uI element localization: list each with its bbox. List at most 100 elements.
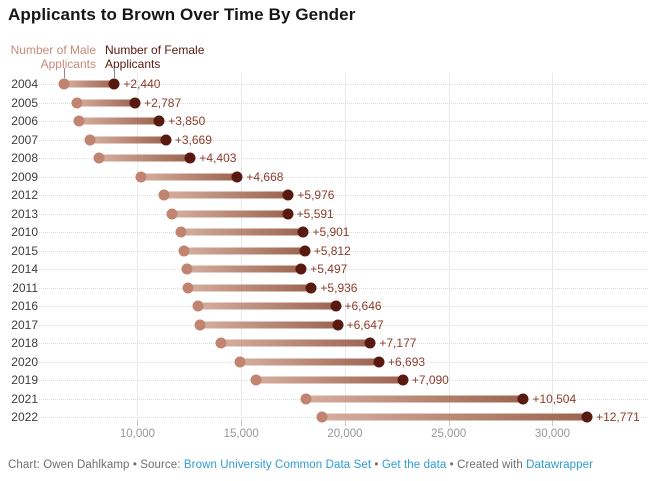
chart-row: +5,497 (39, 260, 652, 279)
female-dot[interactable] (184, 152, 196, 164)
diff-label: +4,403 (199, 151, 237, 166)
female-dot[interactable] (299, 245, 311, 257)
gridline (552, 73, 554, 420)
row-leader-line (39, 158, 648, 160)
chart-row: +5,936 (39, 279, 652, 298)
axis-tick (448, 420, 450, 426)
female-dot[interactable] (231, 171, 243, 183)
range-bar (164, 191, 289, 199)
diff-label: +5,591 (296, 206, 334, 221)
female-dot[interactable] (108, 78, 120, 90)
female-dot[interactable] (282, 189, 294, 201)
diff-label: +6,693 (388, 354, 426, 369)
range-bar (240, 358, 379, 366)
range-bar (99, 154, 191, 162)
legend-male-line2: Applicants (40, 56, 96, 71)
chart-row: +10,504 (39, 390, 652, 409)
range-bar (184, 247, 305, 255)
female-dot[interactable] (297, 226, 309, 238)
year-label: 2020 (11, 354, 38, 369)
get-the-data-link[interactable]: Get the data (381, 459, 447, 471)
male-dot[interactable] (194, 319, 206, 331)
female-dot[interactable] (517, 393, 529, 405)
row-leader-line (39, 324, 648, 326)
chart-row: +5,591 (39, 205, 652, 224)
male-dot[interactable] (73, 115, 85, 127)
range-bar (63, 80, 115, 88)
range-bar (188, 284, 312, 292)
female-dot[interactable] (332, 319, 344, 331)
axis-tick-label: 20,000 (327, 428, 363, 440)
male-dot[interactable] (192, 300, 204, 312)
axis-tick-label: 25,000 (431, 428, 467, 440)
female-dot[interactable] (305, 282, 317, 294)
male-dot[interactable] (71, 97, 83, 109)
row-leader-line (39, 306, 648, 308)
row-leader-line (39, 102, 648, 104)
chart-row: +3,669 (39, 131, 652, 150)
row-leader-line (39, 287, 648, 289)
diff-label: +7,177 (379, 336, 417, 351)
year-label: 2007 (11, 132, 38, 147)
chart-row: +6,647 (39, 316, 652, 335)
attribution-footer: Chart: Owen Dahlkamp • Source: Brown Uni… (8, 459, 593, 471)
male-dot[interactable] (215, 337, 227, 349)
male-dot[interactable] (58, 78, 70, 90)
row-leader-line (39, 139, 648, 141)
male-dot[interactable] (84, 134, 96, 146)
axis-tick (241, 420, 243, 426)
source-link[interactable]: Brown University Common Data Set (183, 459, 372, 471)
axis-tick (344, 420, 346, 426)
male-dot[interactable] (93, 152, 105, 164)
female-dot[interactable] (330, 300, 341, 312)
male-dot[interactable] (300, 393, 311, 405)
year-label: 2009 (11, 169, 38, 184)
diff-label: +5,901 (312, 225, 350, 240)
gridline (344, 73, 346, 420)
range-bar (322, 413, 588, 421)
chart-row: +6,693 (39, 353, 652, 372)
axis-tick-label: 10,000 (119, 428, 156, 440)
chart-row: +7,090 (39, 371, 652, 390)
female-dot[interactable] (160, 134, 172, 146)
range-bar (140, 173, 238, 181)
diff-label: +5,976 (297, 188, 335, 203)
footer-separator: • (371, 459, 382, 471)
range-bar (197, 302, 336, 310)
chart-row: +4,668 (39, 168, 652, 187)
female-dot[interactable] (282, 208, 294, 220)
female-dot[interactable] (129, 97, 141, 109)
legend-female-line1: Number of Female (105, 43, 205, 57)
male-dot[interactable] (175, 226, 187, 238)
legend-male-line1: Number of Male (10, 43, 96, 57)
diff-label: +3,669 (174, 132, 212, 147)
chart-row: +3,850 (39, 112, 652, 131)
diff-label: +3,850 (168, 114, 206, 129)
male-dot[interactable] (158, 189, 170, 201)
male-dot[interactable] (135, 171, 147, 183)
diff-label: +6,646 (344, 299, 382, 314)
male-dot[interactable] (234, 356, 246, 368)
female-dot[interactable] (397, 374, 409, 386)
range-bar (199, 321, 338, 329)
female-dot[interactable] (153, 115, 165, 127)
female-dot[interactable] (364, 337, 376, 349)
male-dot[interactable] (166, 208, 178, 220)
chart-row: +2,787 (39, 94, 652, 113)
diff-label: +7,090 (411, 373, 449, 388)
female-dot[interactable] (373, 356, 385, 368)
gridline (137, 73, 139, 420)
female-dot[interactable] (295, 263, 307, 275)
datawrapper-link[interactable]: Datawrapper (526, 459, 594, 471)
male-dot[interactable] (181, 263, 193, 275)
axis-tick (552, 420, 554, 426)
male-dot[interactable] (178, 245, 190, 257)
female-dot[interactable] (581, 411, 593, 423)
male-dot[interactable] (316, 411, 328, 423)
chart-row: +7,177 (39, 334, 652, 353)
row-leader-line (39, 121, 648, 123)
male-dot[interactable] (182, 282, 194, 294)
row-leader-line (39, 176, 648, 178)
male-dot[interactable] (250, 374, 262, 386)
range-bar (79, 117, 160, 125)
